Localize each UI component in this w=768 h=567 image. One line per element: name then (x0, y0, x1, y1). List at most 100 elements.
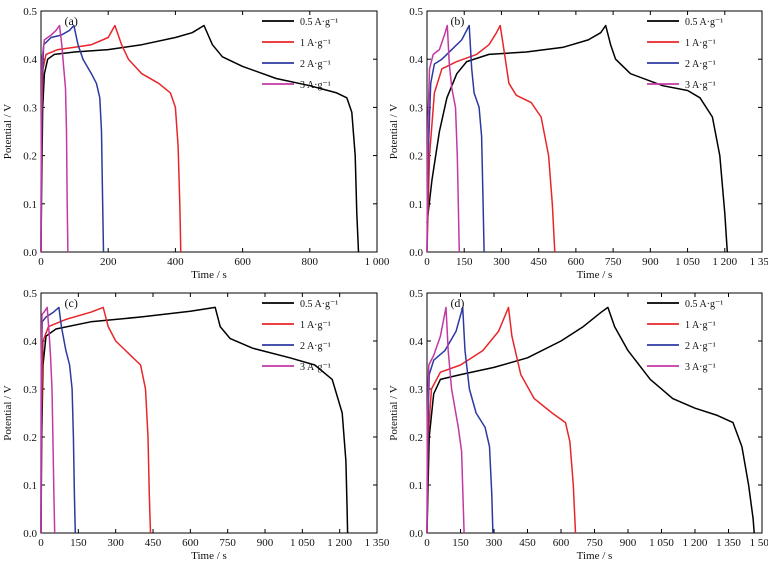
x-tick-label: 150 (70, 537, 87, 549)
y-tick-label: 0.4 (23, 336, 37, 348)
series-line-1 (40, 24, 360, 253)
x-tick-label: 1 350 (750, 256, 768, 268)
chart-panel-c: 0 150 300 450 600 750 900 1 050 1 200 1 350 0.0 0.1… (2, 288, 390, 562)
chart-panel-d: 0 150 300 450 600 750 900 1 050 1 200 1 350 1 500 0… (388, 288, 768, 562)
legend-label: 0.5 A·g⁻¹ (685, 17, 723, 28)
legend-label: 3 A·g⁻¹ (300, 80, 331, 91)
legend-label: 1 A·g⁻¹ (685, 38, 716, 49)
x-tick-label: 450 (145, 537, 162, 549)
x-axis-label: Time / s (191, 550, 227, 562)
legend: 0.5 A·g⁻¹ 1 A·g⁻¹ 2 A·g⁻¹ 3 A·g⁻¹ (262, 17, 338, 91)
legend-label: 2 A·g⁻¹ (685, 341, 716, 352)
x-tick-label: 450 (530, 256, 547, 268)
legend-label: 1 A·g⁻¹ (300, 320, 331, 331)
legend: 0.5 A·g⁻¹ 1 A·g⁻¹ 2 A·g⁻¹ 3 A·g⁻¹ (647, 17, 723, 91)
x-tick-label: 600 (182, 537, 199, 549)
x-axis-label: Time / s (577, 550, 613, 562)
series-line-2 (40, 24, 182, 253)
legend-label: 3 A·g⁻¹ (685, 80, 716, 91)
legend-label: 0.5 A·g⁻¹ (300, 17, 338, 28)
series-line-4 (40, 306, 56, 534)
legend-label: 3 A·g⁻¹ (300, 362, 331, 373)
series-line-1 (426, 24, 729, 253)
series-line-3 (426, 24, 485, 253)
chart-panel-b: 0 150 300 450 600 750 900 1 050 1 200 1 350 0.0 0.1… (388, 6, 768, 281)
y-tick-label: 0.4 (409, 54, 423, 66)
y-tick-label: 0.3 (23, 102, 37, 114)
series-line-2 (426, 306, 577, 534)
y-tick-label: 0.3 (23, 384, 37, 396)
x-tick-label: 450 (519, 537, 536, 549)
x-tick-label: 0 (424, 537, 430, 549)
series-line-3 (426, 306, 494, 534)
x-tick-label: 1 350 (716, 537, 741, 549)
x-axis-label: Time / s (577, 269, 613, 281)
series-line-2 (426, 24, 556, 253)
y-tick-label: 0.2 (409, 151, 423, 163)
x-tick-label: 750 (586, 537, 603, 549)
series-line-4 (426, 306, 465, 534)
x-tick-label: 1 000 (365, 256, 390, 268)
y-tick-label: 0.5 (409, 288, 423, 300)
y-tick-label: 0.1 (23, 480, 37, 492)
legend-label: 2 A·g⁻¹ (685, 59, 716, 70)
x-tick-label: 1 500 (750, 537, 768, 549)
x-tick-label: 150 (456, 256, 473, 268)
y-axis-label: Potential / V (2, 385, 14, 440)
x-tick-label: 600 (234, 256, 251, 268)
y-axis-label: Potential / V (388, 385, 400, 440)
x-tick-label: 800 (302, 256, 319, 268)
x-tick-label: 600 (568, 256, 585, 268)
legend-label: 1 A·g⁻¹ (300, 38, 331, 49)
y-axis-label: Potential / V (388, 104, 400, 159)
x-tick-label: 400 (167, 256, 184, 268)
series-line-2 (40, 306, 152, 534)
legend: 0.5 A·g⁻¹ 1 A·g⁻¹ 2 A·g⁻¹ 3 A·g⁻¹ (647, 299, 723, 373)
legend: 0.5 A·g⁻¹ 1 A·g⁻¹ 2 A·g⁻¹ 3 A·g⁻¹ (262, 299, 338, 373)
y-tick-label: 0.3 (409, 384, 423, 396)
x-tick-label: 1 200 (683, 537, 708, 549)
y-tick-label: 0.4 (23, 54, 37, 66)
panel-label: (b) (450, 14, 464, 28)
x-tick-label: 1 050 (290, 537, 315, 549)
y-tick-label: 0.0 (409, 247, 423, 259)
x-tick-label: 1 200 (327, 537, 352, 549)
x-tick-label: 150 (452, 537, 469, 549)
x-tick-label: 750 (605, 256, 622, 268)
series-line-1 (40, 306, 349, 534)
y-tick-label: 0.4 (409, 336, 423, 348)
y-tick-label: 0.0 (23, 528, 37, 540)
y-tick-label: 0.5 (23, 288, 37, 300)
x-tick-label: 900 (620, 537, 637, 549)
x-tick-label: 1 050 (649, 537, 674, 549)
x-tick-label: 200 (100, 256, 117, 268)
x-tick-label: 0 (38, 256, 44, 268)
x-axis-label: Time / s (191, 269, 227, 281)
x-tick-label: 1 350 (365, 537, 390, 549)
y-tick-label: 0.2 (409, 432, 423, 444)
y-tick-label: 0.1 (409, 480, 423, 492)
x-tick-label: 0 (38, 537, 44, 549)
series-line-3 (40, 24, 105, 253)
legend-label: 2 A·g⁻¹ (300, 59, 331, 70)
panel-label: (d) (450, 296, 464, 310)
y-tick-label: 0.5 (409, 6, 423, 18)
y-tick-label: 0.1 (23, 199, 37, 211)
y-tick-label: 0.0 (23, 247, 37, 259)
x-tick-label: 1 050 (675, 256, 700, 268)
y-tick-label: 0.3 (409, 102, 423, 114)
chart-panel-a: 0 200 400 600 800 1 000 0.0 0.1 0.2 0.3 0.4 0.5 Time… (2, 6, 390, 281)
panel-label: (a) (65, 14, 78, 28)
y-tick-label: 0.2 (23, 151, 37, 163)
x-tick-label: 300 (107, 537, 124, 549)
x-tick-label: 0 (424, 256, 430, 268)
x-tick-label: 900 (257, 537, 274, 549)
legend-label: 2 A·g⁻¹ (300, 341, 331, 352)
y-tick-label: 0.0 (409, 528, 423, 540)
x-tick-label: 300 (486, 537, 503, 549)
legend-label: 0.5 A·g⁻¹ (685, 299, 723, 310)
panel-label: (c) (65, 296, 78, 310)
legend-label: 0.5 A·g⁻¹ (300, 299, 338, 310)
y-tick-label: 0.5 (23, 6, 37, 18)
